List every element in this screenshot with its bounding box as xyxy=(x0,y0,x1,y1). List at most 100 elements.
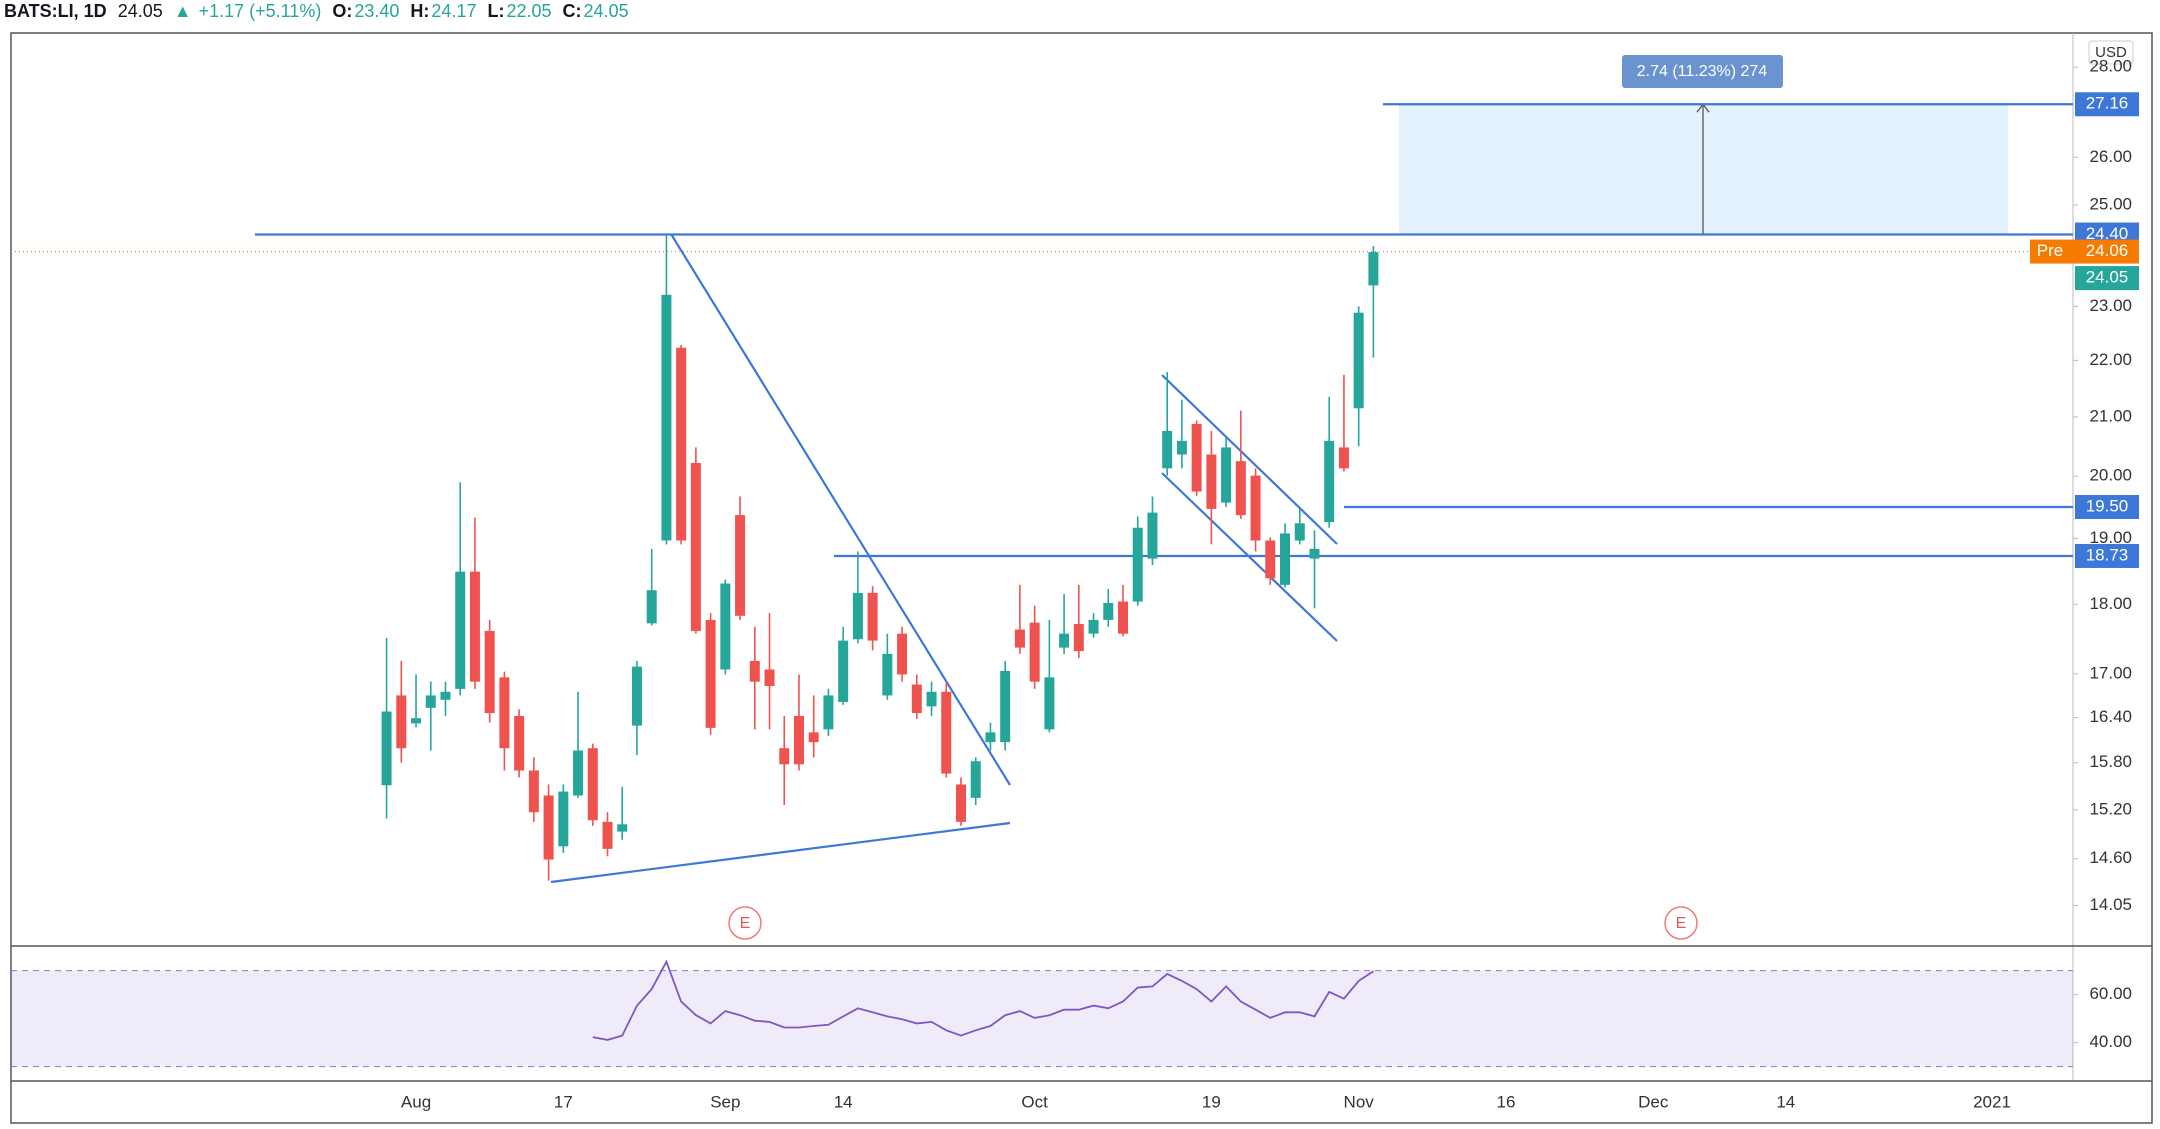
candle-body xyxy=(1324,440,1335,523)
candle-body xyxy=(411,718,422,724)
y-tick-label: 18.00 xyxy=(2089,594,2132,613)
candle-body xyxy=(425,695,436,708)
candle-body xyxy=(631,666,642,726)
x-tick-label: 17 xyxy=(554,1092,573,1111)
y-tick-label: 28.00 xyxy=(2089,57,2132,76)
candle-body xyxy=(867,592,878,641)
rsi-tick-label: 60.00 xyxy=(2089,984,2132,1003)
h-value: 24.17 xyxy=(431,1,477,21)
rsi-tick-label: 40.00 xyxy=(2089,1032,2132,1051)
y-tick-label: 23.00 xyxy=(2089,296,2132,315)
candle-body xyxy=(1176,440,1187,455)
c-key: C: xyxy=(562,1,582,21)
candle-body xyxy=(1265,540,1276,579)
premarket-label: 24.06 xyxy=(2086,241,2129,260)
candle-body xyxy=(469,571,480,682)
candle-body xyxy=(823,695,834,730)
candle-body xyxy=(970,761,981,798)
candle-body xyxy=(455,571,466,689)
price: 24.05 xyxy=(117,1,163,21)
candle-body xyxy=(838,640,849,702)
candle-body xyxy=(514,715,525,771)
candle-body xyxy=(690,462,701,631)
measure-label: 2.74 (11.23%) 274 xyxy=(1637,63,1768,80)
candle-body xyxy=(646,590,657,624)
candle-body xyxy=(808,732,819,743)
candle-body xyxy=(381,711,392,786)
candle-body xyxy=(897,633,908,675)
x-tick-label: Aug xyxy=(401,1092,431,1111)
level-label-box xyxy=(2075,543,2139,568)
candle-body xyxy=(1103,602,1114,620)
candle-body xyxy=(985,732,996,743)
candle-body xyxy=(911,684,922,714)
earnings-marker xyxy=(728,906,762,940)
candle-body xyxy=(1044,677,1055,730)
change: +1.17 (+5.11%) xyxy=(198,1,322,21)
candle-body xyxy=(941,691,952,774)
x-tick-label: Sep xyxy=(710,1092,740,1111)
candle-body xyxy=(749,660,760,682)
candle-body xyxy=(440,691,451,700)
candle-body xyxy=(1132,527,1143,602)
h-key: H: xyxy=(410,1,430,21)
candle-body xyxy=(1162,430,1173,469)
level-label-box xyxy=(2075,494,2139,519)
y-tick-label: 26.00 xyxy=(2089,147,2132,166)
candle-body xyxy=(1338,447,1349,469)
candle-body xyxy=(1309,548,1320,559)
rsi-band xyxy=(11,970,2073,1067)
earnings-label: E xyxy=(740,915,751,932)
y-tick-label: 14.05 xyxy=(2089,895,2132,914)
candle-body xyxy=(1014,629,1025,648)
y-tick-label: 25.00 xyxy=(2089,194,2132,213)
trend-line xyxy=(550,821,1011,884)
candle-body xyxy=(602,821,613,849)
y-tick-label: 20.00 xyxy=(2089,466,2132,485)
candle-body xyxy=(1280,533,1291,585)
candle-body xyxy=(1191,423,1202,492)
candle-body xyxy=(1000,670,1011,743)
premarket-box xyxy=(2030,239,2139,264)
c-value: 24.05 xyxy=(583,1,629,21)
measure-label-box xyxy=(1622,55,1783,88)
channel-line xyxy=(1161,374,1338,545)
rsi-line xyxy=(592,959,1374,1041)
candle-body xyxy=(1073,624,1084,652)
y-tick-label: 19.00 xyxy=(2089,528,2132,547)
level-label: 27.16 xyxy=(2086,94,2129,113)
candle-body xyxy=(499,677,510,749)
o-key: O: xyxy=(332,1,353,21)
candle-body xyxy=(793,715,804,765)
x-tick-label: 14 xyxy=(834,1092,853,1111)
candle-body xyxy=(484,630,495,714)
l-value: 22.05 xyxy=(506,1,552,21)
candle-body xyxy=(573,750,584,796)
candle-body xyxy=(528,770,539,813)
y-tick-label: 16.40 xyxy=(2089,707,2132,726)
candle-body xyxy=(617,824,628,832)
last-price-box xyxy=(2075,266,2139,291)
y-tick-label: 21.00 xyxy=(2089,406,2132,425)
x-tick-label: 19 xyxy=(1202,1092,1221,1111)
l-key: L: xyxy=(487,1,505,21)
candle-body xyxy=(1250,475,1261,541)
trend-line xyxy=(670,233,1011,786)
candle-body xyxy=(1059,633,1070,648)
currency: USD xyxy=(2095,44,2127,61)
candle-body xyxy=(779,748,790,765)
x-tick-label: Nov xyxy=(1344,1092,1375,1111)
candle-body xyxy=(764,669,775,686)
candle-body xyxy=(676,347,687,541)
level-label: 24.40 xyxy=(2086,224,2129,243)
candle-body xyxy=(1368,252,1379,286)
currency-box xyxy=(2088,40,2134,65)
candle-body xyxy=(1088,619,1099,634)
level-label: 19.50 xyxy=(2086,496,2129,515)
premarket-name: Pre xyxy=(2037,241,2063,260)
earnings-marker xyxy=(1664,906,1698,940)
last-price-label: 24.05 xyxy=(2086,268,2129,287)
candle-body xyxy=(955,784,966,822)
